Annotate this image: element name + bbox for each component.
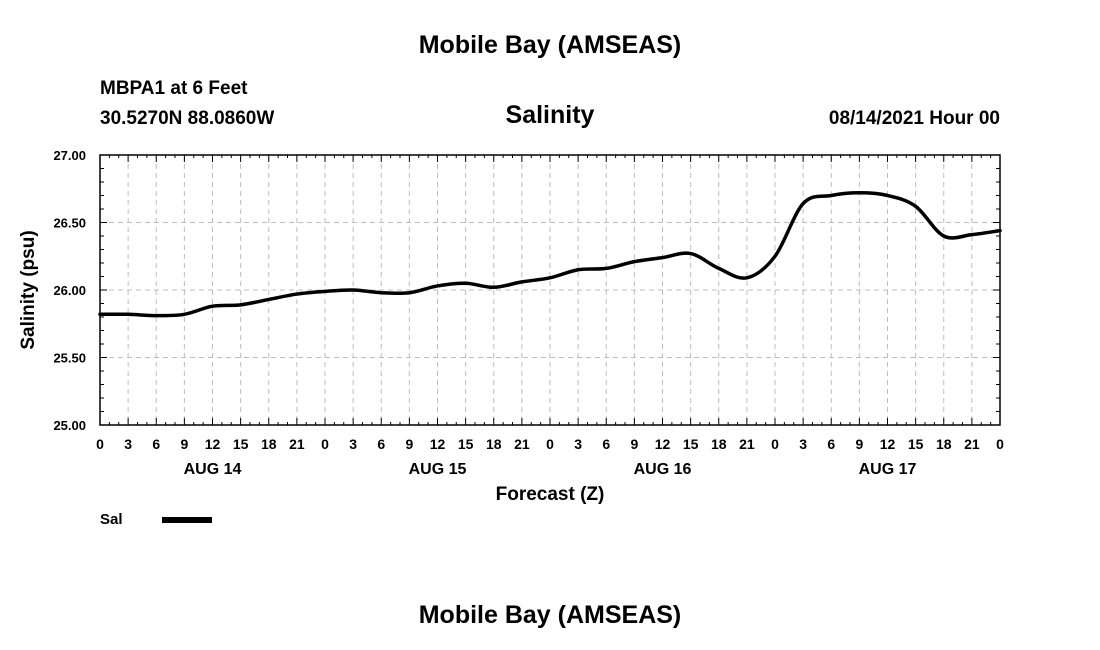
- x-tick-label: 18: [711, 436, 727, 452]
- y-tick-label: 25.00: [53, 418, 86, 433]
- x-tick-label: 9: [630, 436, 638, 452]
- x-day-label: AUG 14: [184, 461, 242, 478]
- x-tick-label: 18: [486, 436, 502, 452]
- x-tick-label: 6: [377, 436, 385, 452]
- series-line-sal: [98, 191, 1002, 318]
- x-day-label: AUG 15: [409, 461, 467, 478]
- x-tick-label: 21: [289, 436, 305, 452]
- x-tick-label: 15: [683, 436, 699, 452]
- x-tick-label: 3: [349, 436, 357, 452]
- x-tick-label: 12: [205, 436, 221, 452]
- y-axis-label: Salinity (psu): [18, 230, 39, 349]
- y-tick-label: 26.00: [53, 283, 86, 298]
- x-tick-label: 15: [458, 436, 474, 452]
- x-tick-label: 12: [655, 436, 671, 452]
- x-tick-label: 3: [124, 436, 132, 452]
- x-tick-label: 21: [514, 436, 530, 452]
- x-tick-label: 9: [405, 436, 413, 452]
- x-tick-label: 12: [880, 436, 896, 452]
- station-coordinates: 30.5270N 88.0860W: [100, 108, 275, 129]
- y-tick-label: 26.50: [53, 216, 86, 231]
- x-tick-label: 0: [546, 436, 554, 452]
- series-layer: [98, 191, 1002, 318]
- x-day-label: AUG 17: [859, 461, 917, 478]
- x-tick-label: 0: [321, 436, 329, 452]
- x-axis-label: Forecast (Z): [496, 484, 605, 505]
- axis-labels: 0 3 6 9 12 15 18 21 0 3 6 9 12 15 18 21 0 3 6 9 12 15 18 21 0 3 6 9…: [18, 148, 1004, 505]
- x-tick-label: 9: [855, 436, 863, 452]
- legend-label: Sal: [100, 511, 123, 528]
- y-tick-label: 27.00: [53, 148, 86, 163]
- y-tick-label: 25.50: [53, 351, 86, 366]
- x-tick-label: 6: [827, 436, 835, 452]
- x-tick-label: 12: [430, 436, 446, 452]
- x-tick-label: 0: [96, 436, 104, 452]
- x-tick-label: 3: [799, 436, 807, 452]
- x-tick-label: 0: [771, 436, 779, 452]
- forecast-datetime: 08/14/2021 Hour 00: [828, 108, 1000, 129]
- x-tick-label: 15: [233, 436, 249, 452]
- x-tick-label: 9: [180, 436, 188, 452]
- legend-swatch: [162, 517, 212, 523]
- x-tick-label: 21: [964, 436, 980, 452]
- x-tick-label: 0: [996, 436, 1004, 452]
- x-tick-label: 21: [739, 436, 755, 452]
- x-tick-label: 15: [908, 436, 924, 452]
- x-day-label: AUG 16: [634, 461, 692, 478]
- x-tick-label: 18: [261, 436, 277, 452]
- x-tick-label: 18: [936, 436, 952, 452]
- station-label: MBPA1 at 6 Feet: [100, 78, 248, 99]
- variable-title: Salinity: [505, 101, 595, 129]
- x-tick-label: 3: [574, 436, 582, 452]
- chart-title-top: Mobile Bay (AMSEAS): [418, 31, 682, 59]
- x-tick-label: 6: [602, 436, 610, 452]
- axes: [99, 154, 1001, 426]
- grid-lines: [100, 155, 1000, 425]
- chart-title-bottom: Mobile Bay (AMSEAS): [418, 601, 682, 629]
- x-tick-label: 6: [152, 436, 160, 452]
